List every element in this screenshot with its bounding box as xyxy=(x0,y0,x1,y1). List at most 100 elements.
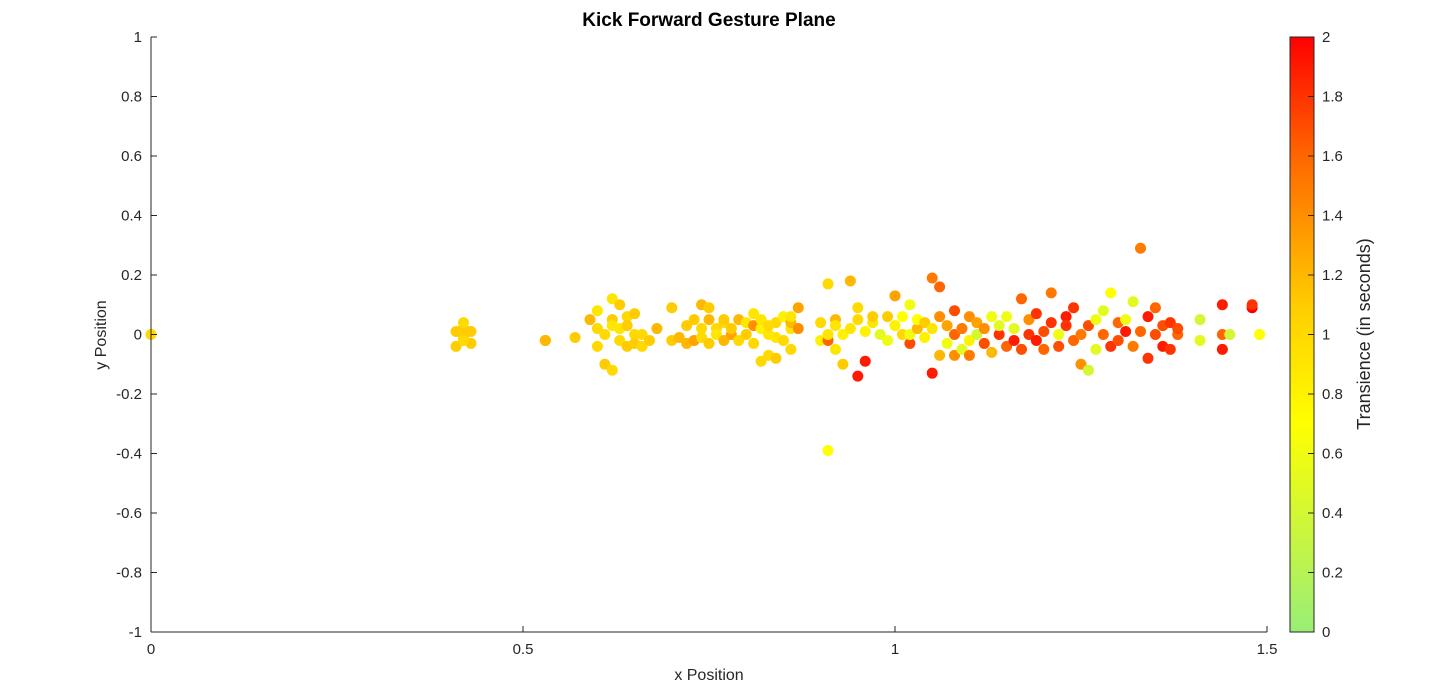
scatter-point xyxy=(1112,334,1124,346)
scatter-point xyxy=(919,317,931,329)
scatter-point xyxy=(1015,343,1027,355)
scatter-point xyxy=(852,314,864,326)
scatter-point xyxy=(450,326,462,338)
y-tick-label: -1 xyxy=(129,624,142,641)
scatter-point xyxy=(599,329,611,340)
scatter-point xyxy=(1172,323,1184,335)
scatter-point xyxy=(1045,287,1057,299)
y-tick-label: -0.4 xyxy=(116,446,142,463)
scatter-point xyxy=(934,349,946,361)
colorbar-tick-label: 0 xyxy=(1322,624,1330,641)
scatter-point xyxy=(1030,308,1042,320)
y-tick-label: 1 xyxy=(134,29,142,46)
scatter-point xyxy=(1060,320,1072,332)
scatter-point xyxy=(1164,343,1176,355)
scatter-point xyxy=(896,311,908,323)
scatter-point xyxy=(956,323,968,335)
scatter-point xyxy=(829,343,841,355)
scatter-point xyxy=(971,329,983,340)
scatter-point xyxy=(591,305,603,317)
scatter-point xyxy=(874,329,886,340)
scatter-point xyxy=(696,331,708,343)
scatter-point xyxy=(1045,317,1057,329)
scatter-point xyxy=(822,329,834,340)
scatter-point xyxy=(1082,364,1094,376)
y-tick-label: 0.8 xyxy=(121,89,142,106)
scatter-point xyxy=(1254,329,1266,340)
scatter-point xyxy=(1090,343,1102,355)
scatter-point xyxy=(1030,334,1042,346)
scatter-point xyxy=(681,320,693,332)
scatter-point xyxy=(755,355,767,367)
scatter-point xyxy=(867,311,879,323)
scatter-point xyxy=(673,331,685,343)
scatter-point xyxy=(949,305,961,317)
scatter-point xyxy=(837,358,849,370)
scatter-point xyxy=(1082,320,1094,332)
scatter-point xyxy=(591,323,603,335)
scatter-point xyxy=(792,323,804,335)
scatter-point xyxy=(1105,287,1117,299)
scatter-point xyxy=(1060,311,1072,323)
scatter-point xyxy=(926,272,938,284)
scatter-point xyxy=(978,323,990,335)
y-tick-label: -0.8 xyxy=(116,565,142,582)
scatter-point xyxy=(1008,323,1020,335)
scatter-point xyxy=(1023,329,1035,340)
scatter-point xyxy=(1120,314,1132,326)
scatter-point xyxy=(844,275,856,287)
colorbar-tick-label: 2 xyxy=(1322,29,1330,46)
scatter-point xyxy=(1120,326,1132,338)
scatter-point xyxy=(904,329,916,340)
scatter-point xyxy=(785,343,797,355)
scatter-point xyxy=(956,343,968,355)
scatter-point xyxy=(986,346,998,358)
scatter-point xyxy=(1142,311,1154,323)
scatter-point xyxy=(718,334,730,346)
scatter-point xyxy=(859,355,871,367)
scatter-point xyxy=(941,320,953,332)
y-axis-label: y Position xyxy=(93,300,110,369)
scatter-point xyxy=(1127,340,1139,352)
colorbar-tick-label: 0.2 xyxy=(1322,565,1343,582)
colorbar-label: Transience (in seconds) xyxy=(1354,238,1374,429)
scatter-point xyxy=(696,323,708,335)
scatter-point xyxy=(1216,343,1228,355)
scatter-point xyxy=(629,308,641,320)
scatter-point xyxy=(1135,326,1147,338)
scatter-point xyxy=(710,329,722,340)
scatter-point xyxy=(844,323,856,335)
scatter-point xyxy=(785,311,797,323)
scatter-point xyxy=(1149,302,1161,314)
scatter-point xyxy=(636,329,648,340)
y-ticks: -1 -0.8 -0.6 -0.4 -0.2 0 0.2 0.4 0.6 0.8 1 xyxy=(116,29,157,641)
scatter-point xyxy=(740,329,752,340)
scatter-point xyxy=(1075,358,1087,370)
scatter-point xyxy=(1216,299,1228,311)
scatter-point xyxy=(770,317,782,329)
x-tick-label: 0.5 xyxy=(513,641,534,658)
scatter-point xyxy=(882,334,894,346)
scatter-point xyxy=(465,326,477,338)
scatter-point xyxy=(1001,311,1013,323)
scatter-point xyxy=(688,314,700,326)
scatter-point xyxy=(643,334,655,346)
scatter-point xyxy=(859,326,871,338)
scatter-point xyxy=(569,331,581,343)
scatter-point xyxy=(971,317,983,329)
colorbar-tick-label: 1.4 xyxy=(1322,208,1343,225)
scatter-point xyxy=(993,329,1005,340)
scatter-point xyxy=(725,323,737,335)
colorbar-tick-label: 1.6 xyxy=(1322,148,1343,165)
scatter-point xyxy=(837,329,849,340)
scatter-point xyxy=(748,308,760,320)
scatter-point xyxy=(852,302,864,314)
x-tick-label: 1 xyxy=(891,641,899,658)
scatter-point xyxy=(1068,302,1080,314)
scatter-point xyxy=(889,290,901,302)
scatter-point xyxy=(1127,296,1139,308)
scatter-point xyxy=(1097,329,1109,340)
y-tick-label: 0.6 xyxy=(121,148,142,165)
scatter-point xyxy=(1105,340,1117,352)
